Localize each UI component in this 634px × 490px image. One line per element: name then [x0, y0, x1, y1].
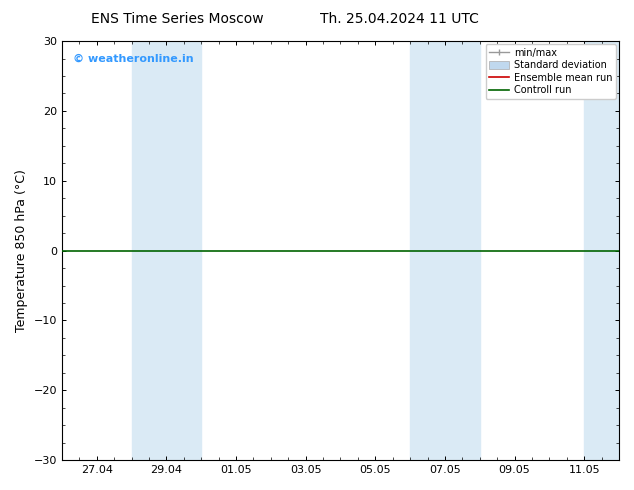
- Legend: min/max, Standard deviation, Ensemble mean run, Controll run: min/max, Standard deviation, Ensemble me…: [486, 44, 616, 99]
- Bar: [584, 41, 619, 460]
- Text: © weatheronline.in: © weatheronline.in: [73, 53, 193, 64]
- Bar: [410, 41, 480, 460]
- Text: ENS Time Series Moscow: ENS Time Series Moscow: [91, 12, 264, 26]
- Text: Th. 25.04.2024 11 UTC: Th. 25.04.2024 11 UTC: [320, 12, 479, 26]
- Y-axis label: Temperature 850 hPa (°C): Temperature 850 hPa (°C): [15, 169, 28, 332]
- Bar: [131, 41, 201, 460]
